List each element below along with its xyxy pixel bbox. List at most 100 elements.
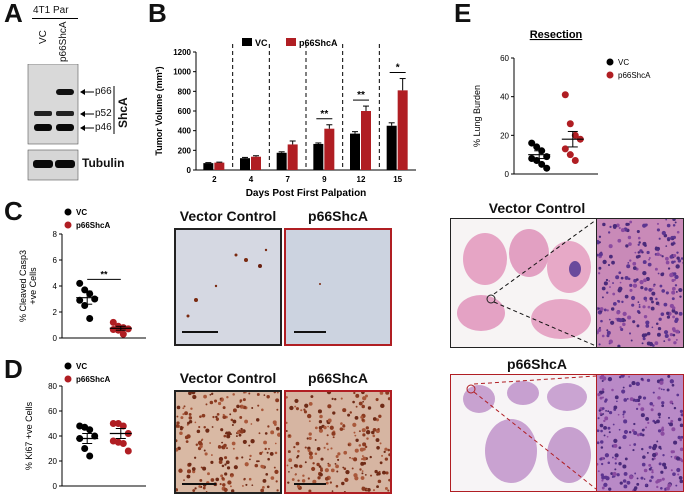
cell-nucleus bbox=[286, 421, 288, 424]
cell-nucleus bbox=[364, 474, 367, 476]
y-axis-label: % Lung Burden bbox=[472, 85, 482, 147]
cell-nucleus bbox=[309, 455, 314, 460]
cell-nucleus bbox=[606, 309, 609, 312]
cell-nucleus bbox=[354, 416, 359, 420]
cell-nucleus bbox=[353, 457, 358, 462]
cell-nucleus bbox=[604, 453, 610, 458]
bar bbox=[214, 162, 225, 170]
cell-nucleus bbox=[351, 467, 354, 470]
cell-nucleus bbox=[194, 421, 197, 424]
cell-nucleus bbox=[296, 484, 301, 488]
cell-nucleus bbox=[202, 486, 206, 490]
cell-nucleus bbox=[335, 484, 339, 488]
cell-nucleus bbox=[634, 398, 638, 403]
cell-nucleus bbox=[601, 296, 604, 299]
cell-nucleus bbox=[648, 467, 652, 471]
cell-nucleus bbox=[219, 397, 222, 400]
tumor-volume-chart: VC p66ShcA 0 200 400 600 800 1000 1200 Tumor Volu… bbox=[154, 38, 416, 199]
cell-nucleus bbox=[645, 277, 650, 282]
cell-nucleus bbox=[222, 483, 226, 487]
cell-nucleus bbox=[243, 478, 246, 481]
cell-nucleus bbox=[248, 392, 251, 395]
lung-p66-zoom-lines bbox=[473, 375, 597, 490]
cell-nucleus bbox=[618, 226, 621, 230]
cell-nucleus bbox=[264, 447, 267, 451]
cell-nucleus bbox=[666, 311, 670, 315]
cell-nucleus bbox=[274, 469, 279, 474]
cell-nucleus bbox=[359, 468, 362, 471]
cell-nucleus bbox=[210, 478, 215, 482]
y-tick-label: 20 bbox=[500, 131, 509, 140]
cell-nucleus bbox=[337, 452, 341, 456]
bar bbox=[324, 128, 335, 170]
cell-nucleus bbox=[273, 466, 276, 469]
cell-nucleus bbox=[186, 469, 192, 474]
cell-nucleus bbox=[362, 400, 364, 403]
cell-nucleus bbox=[657, 429, 662, 433]
cell-nucleus bbox=[272, 420, 277, 425]
cell-nucleus bbox=[204, 452, 208, 456]
cell-nucleus bbox=[648, 463, 652, 467]
cell-nucleus bbox=[656, 332, 661, 337]
x-tick-label: 12 bbox=[357, 175, 366, 184]
cell-nucleus bbox=[329, 481, 333, 484]
panel-label-e: E bbox=[454, 0, 472, 28]
cell-nucleus bbox=[667, 375, 671, 378]
cell-nucleus bbox=[384, 457, 389, 461]
cell-nucleus bbox=[666, 315, 671, 319]
cell-nucleus bbox=[294, 405, 297, 408]
cell-nucleus bbox=[341, 481, 345, 486]
cell-nucleus bbox=[632, 283, 638, 288]
cell-nucleus bbox=[662, 454, 665, 457]
cell-nucleus bbox=[239, 416, 243, 419]
bar bbox=[397, 90, 408, 170]
cell-nucleus bbox=[617, 288, 622, 293]
cell-nucleus bbox=[349, 411, 352, 414]
cell-nucleus bbox=[353, 431, 356, 434]
cell-nucleus bbox=[297, 449, 300, 453]
cell-nucleus bbox=[243, 392, 245, 394]
cell-nucleus bbox=[600, 440, 604, 444]
cell-nucleus bbox=[627, 235, 632, 240]
cell-nucleus bbox=[196, 429, 201, 434]
cell-nucleus bbox=[669, 254, 674, 259]
cell-nucleus bbox=[672, 223, 676, 227]
cell-nucleus bbox=[674, 274, 679, 280]
cell-nucleus bbox=[649, 296, 653, 301]
legend-label: VC bbox=[76, 208, 87, 217]
cell-nucleus bbox=[203, 394, 207, 399]
cell-nucleus bbox=[329, 425, 334, 430]
casp3-p66-image bbox=[294, 283, 326, 333]
cell-nucleus bbox=[176, 415, 179, 418]
band-label-tubulin: Tubulin bbox=[82, 156, 125, 170]
cell-nucleus bbox=[178, 468, 183, 473]
cell-nucleus bbox=[343, 490, 346, 492]
cell-nucleus bbox=[362, 447, 366, 451]
cell-nucleus bbox=[666, 223, 671, 228]
cell-nucleus bbox=[620, 375, 625, 378]
cell-nucleus bbox=[296, 456, 299, 459]
cell-nucleus bbox=[362, 442, 367, 447]
y-tick-label: 4 bbox=[53, 282, 58, 291]
cell-nucleus bbox=[378, 414, 382, 418]
cell-nucleus bbox=[660, 388, 663, 391]
cell-nucleus bbox=[379, 392, 384, 395]
cell-nucleus bbox=[657, 249, 660, 252]
cell-nucleus bbox=[266, 485, 270, 489]
cell-nucleus bbox=[619, 481, 623, 485]
cell-nucleus bbox=[680, 413, 683, 417]
cell-nucleus bbox=[342, 428, 345, 430]
y-tick-label: 20 bbox=[48, 457, 57, 466]
cell-nucleus bbox=[637, 243, 640, 246]
cell-nucleus bbox=[388, 478, 390, 482]
cell-nucleus bbox=[644, 333, 648, 337]
cell-nucleus bbox=[677, 435, 681, 440]
data-point bbox=[561, 145, 569, 153]
cell-nucleus bbox=[256, 392, 260, 396]
y-tick-label: 40 bbox=[500, 93, 509, 102]
cell-nucleus bbox=[379, 461, 383, 465]
cell-nucleus bbox=[656, 419, 660, 424]
cell-nucleus bbox=[597, 307, 600, 310]
cell-nucleus bbox=[603, 419, 606, 423]
cell-nucleus bbox=[679, 479, 683, 484]
